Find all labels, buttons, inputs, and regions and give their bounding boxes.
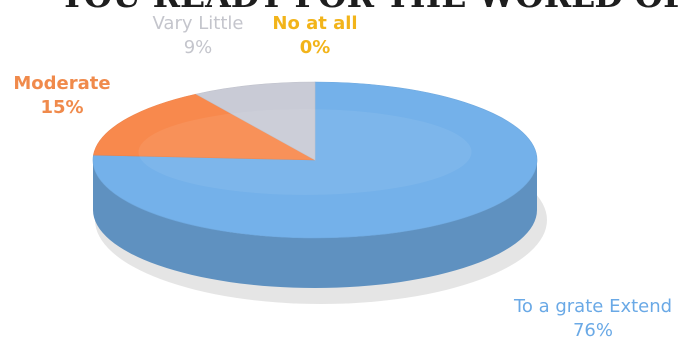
pie-highlight (138, 109, 472, 195)
pie-side-to-a-grate-extend (93, 160, 537, 288)
slice-label-moderate: Moderate 15% (2, 72, 122, 120)
chart-title: YOU READY FOR THE WORLD OF WORK? (60, 0, 692, 15)
slice-label-no-at-all: No at all 0% (260, 12, 370, 60)
slice-label-name: To a grate Extend (513, 296, 673, 317)
slice-label-value: 0% (299, 37, 331, 58)
slice-label-to-a-grate-extend: To a grate Extend 76% (495, 295, 691, 343)
slice-label-vary-little: Vary Little 9% (138, 12, 258, 60)
pie-slice-to-a-grate-extend (92, 81, 538, 239)
slice-label-value: 76% (572, 320, 613, 341)
slice-label-name: No at all (272, 13, 358, 34)
slice-label-value: 9% (183, 37, 213, 58)
pie-slice-vary-little (195, 81, 316, 161)
pie-slice-moderate (93, 93, 316, 161)
slice-label-value: 15% (40, 97, 84, 118)
slice-label-name: Moderate (13, 73, 111, 94)
slice-label-name: Vary Little (152, 13, 244, 34)
